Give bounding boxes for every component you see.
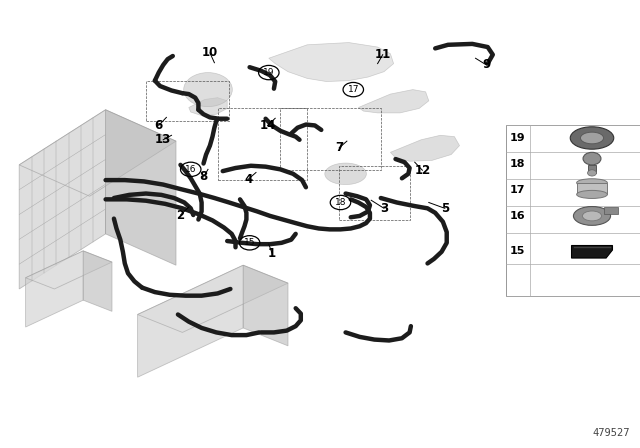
- Text: 11: 11: [374, 48, 391, 61]
- Text: 15: 15: [510, 246, 525, 256]
- Text: 8: 8: [200, 170, 207, 184]
- Polygon shape: [26, 251, 83, 327]
- Ellipse shape: [573, 207, 611, 225]
- Polygon shape: [138, 265, 243, 377]
- Text: 7: 7: [335, 141, 343, 155]
- Bar: [506, 125, 640, 296]
- Text: 18: 18: [510, 159, 525, 169]
- Text: 17: 17: [510, 185, 525, 195]
- Polygon shape: [19, 110, 106, 289]
- Text: 3: 3: [380, 202, 388, 215]
- Text: 16: 16: [510, 211, 525, 221]
- Text: 16: 16: [185, 165, 196, 174]
- Text: 14: 14: [259, 119, 276, 132]
- Polygon shape: [189, 98, 227, 116]
- Circle shape: [184, 73, 232, 107]
- Ellipse shape: [577, 190, 607, 198]
- Ellipse shape: [577, 179, 607, 187]
- Text: 10: 10: [202, 46, 218, 60]
- Polygon shape: [83, 251, 112, 311]
- Text: 13: 13: [155, 133, 172, 146]
- Polygon shape: [269, 43, 394, 82]
- Ellipse shape: [582, 211, 602, 221]
- Text: 2: 2: [177, 208, 184, 222]
- Text: 9: 9: [483, 58, 490, 72]
- Text: 15: 15: [244, 238, 255, 247]
- Polygon shape: [572, 246, 612, 258]
- Text: 17: 17: [348, 85, 359, 94]
- Text: 19: 19: [510, 133, 525, 143]
- Text: 6: 6: [155, 119, 163, 132]
- Bar: [339, 166, 410, 220]
- Polygon shape: [26, 251, 112, 289]
- Text: 4: 4: [244, 172, 252, 186]
- Text: 19: 19: [263, 68, 275, 77]
- Ellipse shape: [570, 127, 614, 149]
- Bar: [588, 165, 596, 173]
- Ellipse shape: [325, 163, 367, 185]
- Text: 12: 12: [414, 164, 431, 177]
- Polygon shape: [390, 135, 460, 161]
- Text: 479527: 479527: [593, 428, 630, 438]
- Text: 1: 1: [268, 246, 276, 260]
- Circle shape: [583, 152, 601, 165]
- Polygon shape: [358, 90, 429, 113]
- Bar: [604, 207, 618, 214]
- Ellipse shape: [580, 132, 604, 144]
- Bar: [280, 108, 381, 170]
- Bar: [577, 183, 607, 194]
- Polygon shape: [19, 110, 176, 196]
- Bar: [218, 108, 307, 180]
- Polygon shape: [138, 265, 288, 332]
- Text: 5: 5: [441, 202, 449, 215]
- Text: 18: 18: [335, 198, 346, 207]
- Polygon shape: [243, 265, 288, 346]
- Polygon shape: [106, 110, 176, 265]
- Bar: [146, 81, 229, 121]
- Circle shape: [588, 170, 596, 176]
